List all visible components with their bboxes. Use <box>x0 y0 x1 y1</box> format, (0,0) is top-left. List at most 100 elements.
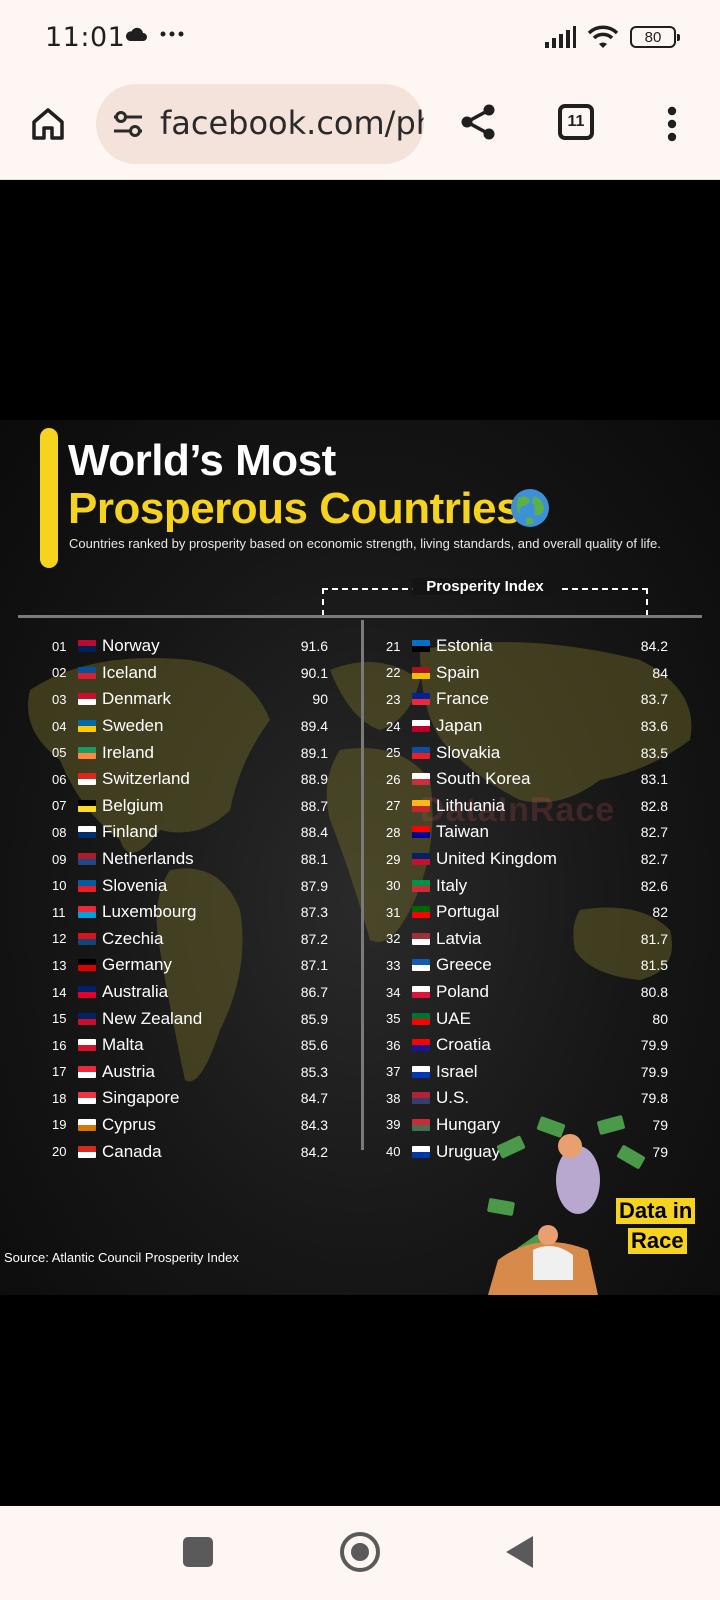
flag-icon <box>412 666 430 679</box>
ranking-row: 04 Sweden 89.4 <box>52 713 392 740</box>
recents-button[interactable] <box>183 1537 213 1567</box>
flag-icon <box>412 640 430 653</box>
ranking-row: 37 Israel 79.9 <box>386 1059 720 1086</box>
country-name: Netherlands <box>102 849 194 869</box>
home-button[interactable] <box>26 102 70 146</box>
ranking-row: 33 Greece 81.5 <box>386 952 720 979</box>
ranking-row: 07 Belgium 88.7 <box>52 793 392 820</box>
ranking-row: 39 Hungary 79 <box>386 1112 720 1139</box>
rank-number: 09 <box>52 851 67 867</box>
ranking-row: 02 Iceland 90.1 <box>52 660 392 687</box>
country-name: Ireland <box>102 742 154 762</box>
flag-icon <box>412 853 430 866</box>
country-name: Poland <box>436 982 489 1002</box>
country-name: Australia <box>102 982 169 1002</box>
index-label-bracket: Prosperity Index <box>322 578 648 616</box>
ranking-row: 22 Spain 84 <box>386 660 720 687</box>
ranking-row: 08 Finland 88.4 <box>52 819 392 846</box>
country-name: Singapore <box>102 1088 180 1108</box>
rank-number: 02 <box>52 665 67 681</box>
rank-number: 06 <box>52 771 67 787</box>
prosperity-score: 91.6 <box>300 638 328 655</box>
prosperity-score: 83.1 <box>640 771 668 788</box>
rank-number: 37 <box>386 1064 401 1080</box>
ranking-row: 14 Australia 86.7 <box>52 979 392 1006</box>
ranking-row: 27 Lithuania 82.8 <box>386 793 720 820</box>
source-note: Source: Atlantic Council Prosperity Inde… <box>4 1250 239 1265</box>
ranking-row: 30 Italy 82.6 <box>386 872 720 899</box>
country-name: Israel <box>436 1061 478 1081</box>
money-illustration <box>487 1115 646 1295</box>
prosperity-score: 79.8 <box>640 1090 668 1107</box>
country-name: Latvia <box>436 928 482 948</box>
infographic-image[interactable]: World’s Most Prosperous Countries Countr… <box>0 420 720 1295</box>
rank-number: 35 <box>386 1011 401 1027</box>
country-name: UAE <box>436 1008 471 1028</box>
ranking-row: 16 Malta 85.6 <box>52 1032 392 1059</box>
flag-icon <box>78 1065 96 1078</box>
ranking-row: 05 Ireland 89.1 <box>52 739 392 766</box>
rank-number: 04 <box>52 718 67 734</box>
ranking-row: 40 Uruguay 79 <box>386 1138 720 1165</box>
prosperity-score: 82.6 <box>640 877 668 894</box>
country-name: Luxembourg <box>102 902 197 922</box>
url-text[interactable]: facebook.com/ph <box>160 104 424 142</box>
ranking-row: 15 New Zealand 85.9 <box>52 1005 392 1032</box>
ranking-row: 12 Czechia 87.2 <box>52 926 392 953</box>
flag-icon <box>78 773 96 786</box>
prosperity-score: 79.9 <box>640 1063 668 1080</box>
prosperity-score: 84.3 <box>300 1116 328 1133</box>
ranking-row: 36 Croatia 79.9 <box>386 1032 720 1059</box>
ranking-row: 38 U.S. 79.8 <box>386 1085 720 1112</box>
country-name: Iceland <box>102 662 157 682</box>
flag-icon <box>78 799 96 812</box>
header-divider <box>18 615 702 618</box>
flag-icon <box>78 1092 96 1105</box>
home-nav-button[interactable] <box>340 1532 380 1572</box>
globe-icon <box>511 489 549 527</box>
watermark-text: DataInRace <box>420 791 616 829</box>
flag-icon <box>78 666 96 679</box>
country-name: Italy <box>436 875 468 895</box>
rank-number: 39 <box>386 1117 401 1133</box>
status-left-icons <box>124 26 184 42</box>
prosperity-score: 89.1 <box>300 744 328 761</box>
battery-icon: 80 <box>630 26 680 48</box>
ranking-row: 32 Latvia 81.7 <box>386 926 720 953</box>
rank-number: 21 <box>386 638 401 654</box>
ranking-row: 10 Slovenia 87.9 <box>52 872 392 899</box>
country-name: Slovakia <box>436 742 501 762</box>
logo-line1: Data in <box>616 1198 696 1224</box>
flag-icon <box>412 1092 430 1105</box>
world-map-background <box>28 642 692 1082</box>
overflow-menu-button[interactable] <box>660 100 684 148</box>
rank-number: 31 <box>386 904 401 920</box>
url-bar[interactable]: facebook.com/ph <box>96 84 424 164</box>
tab-count: 11 <box>567 113 585 130</box>
rank-number: 16 <box>52 1037 67 1053</box>
ranking-row: 34 Poland 80.8 <box>386 979 720 1006</box>
country-name: United Kingdom <box>436 849 557 869</box>
prosperity-score: 79 <box>652 1143 668 1160</box>
prosperity-score: 88.7 <box>300 797 328 814</box>
ranking-row: 28 Taiwan 82.7 <box>386 819 720 846</box>
country-name: Hungary <box>436 1114 501 1134</box>
share-button[interactable] <box>454 98 502 146</box>
back-button[interactable] <box>506 1536 533 1568</box>
ranking-row: 20 Canada 84.2 <box>52 1138 392 1165</box>
flag-icon <box>412 773 430 786</box>
rank-number: 08 <box>52 824 67 840</box>
rank-number: 33 <box>386 957 401 973</box>
prosperity-score: 80 <box>652 1010 668 1027</box>
ranking-row: 11 Luxembourg 87.3 <box>52 899 392 926</box>
tab-switcher-button[interactable]: 11 <box>558 104 594 140</box>
site-settings-icon[interactable] <box>112 110 144 138</box>
country-name: Czechia <box>102 928 164 948</box>
prosperity-score: 82 <box>652 904 668 921</box>
web-content[interactable]: World’s Most Prosperous Countries Countr… <box>0 181 720 1506</box>
system-nav-bar <box>0 1506 720 1600</box>
prosperity-score: 90 <box>312 691 328 708</box>
flag-icon <box>412 879 430 892</box>
battery-level: 80 <box>644 28 662 46</box>
country-name: Denmark <box>102 689 171 709</box>
